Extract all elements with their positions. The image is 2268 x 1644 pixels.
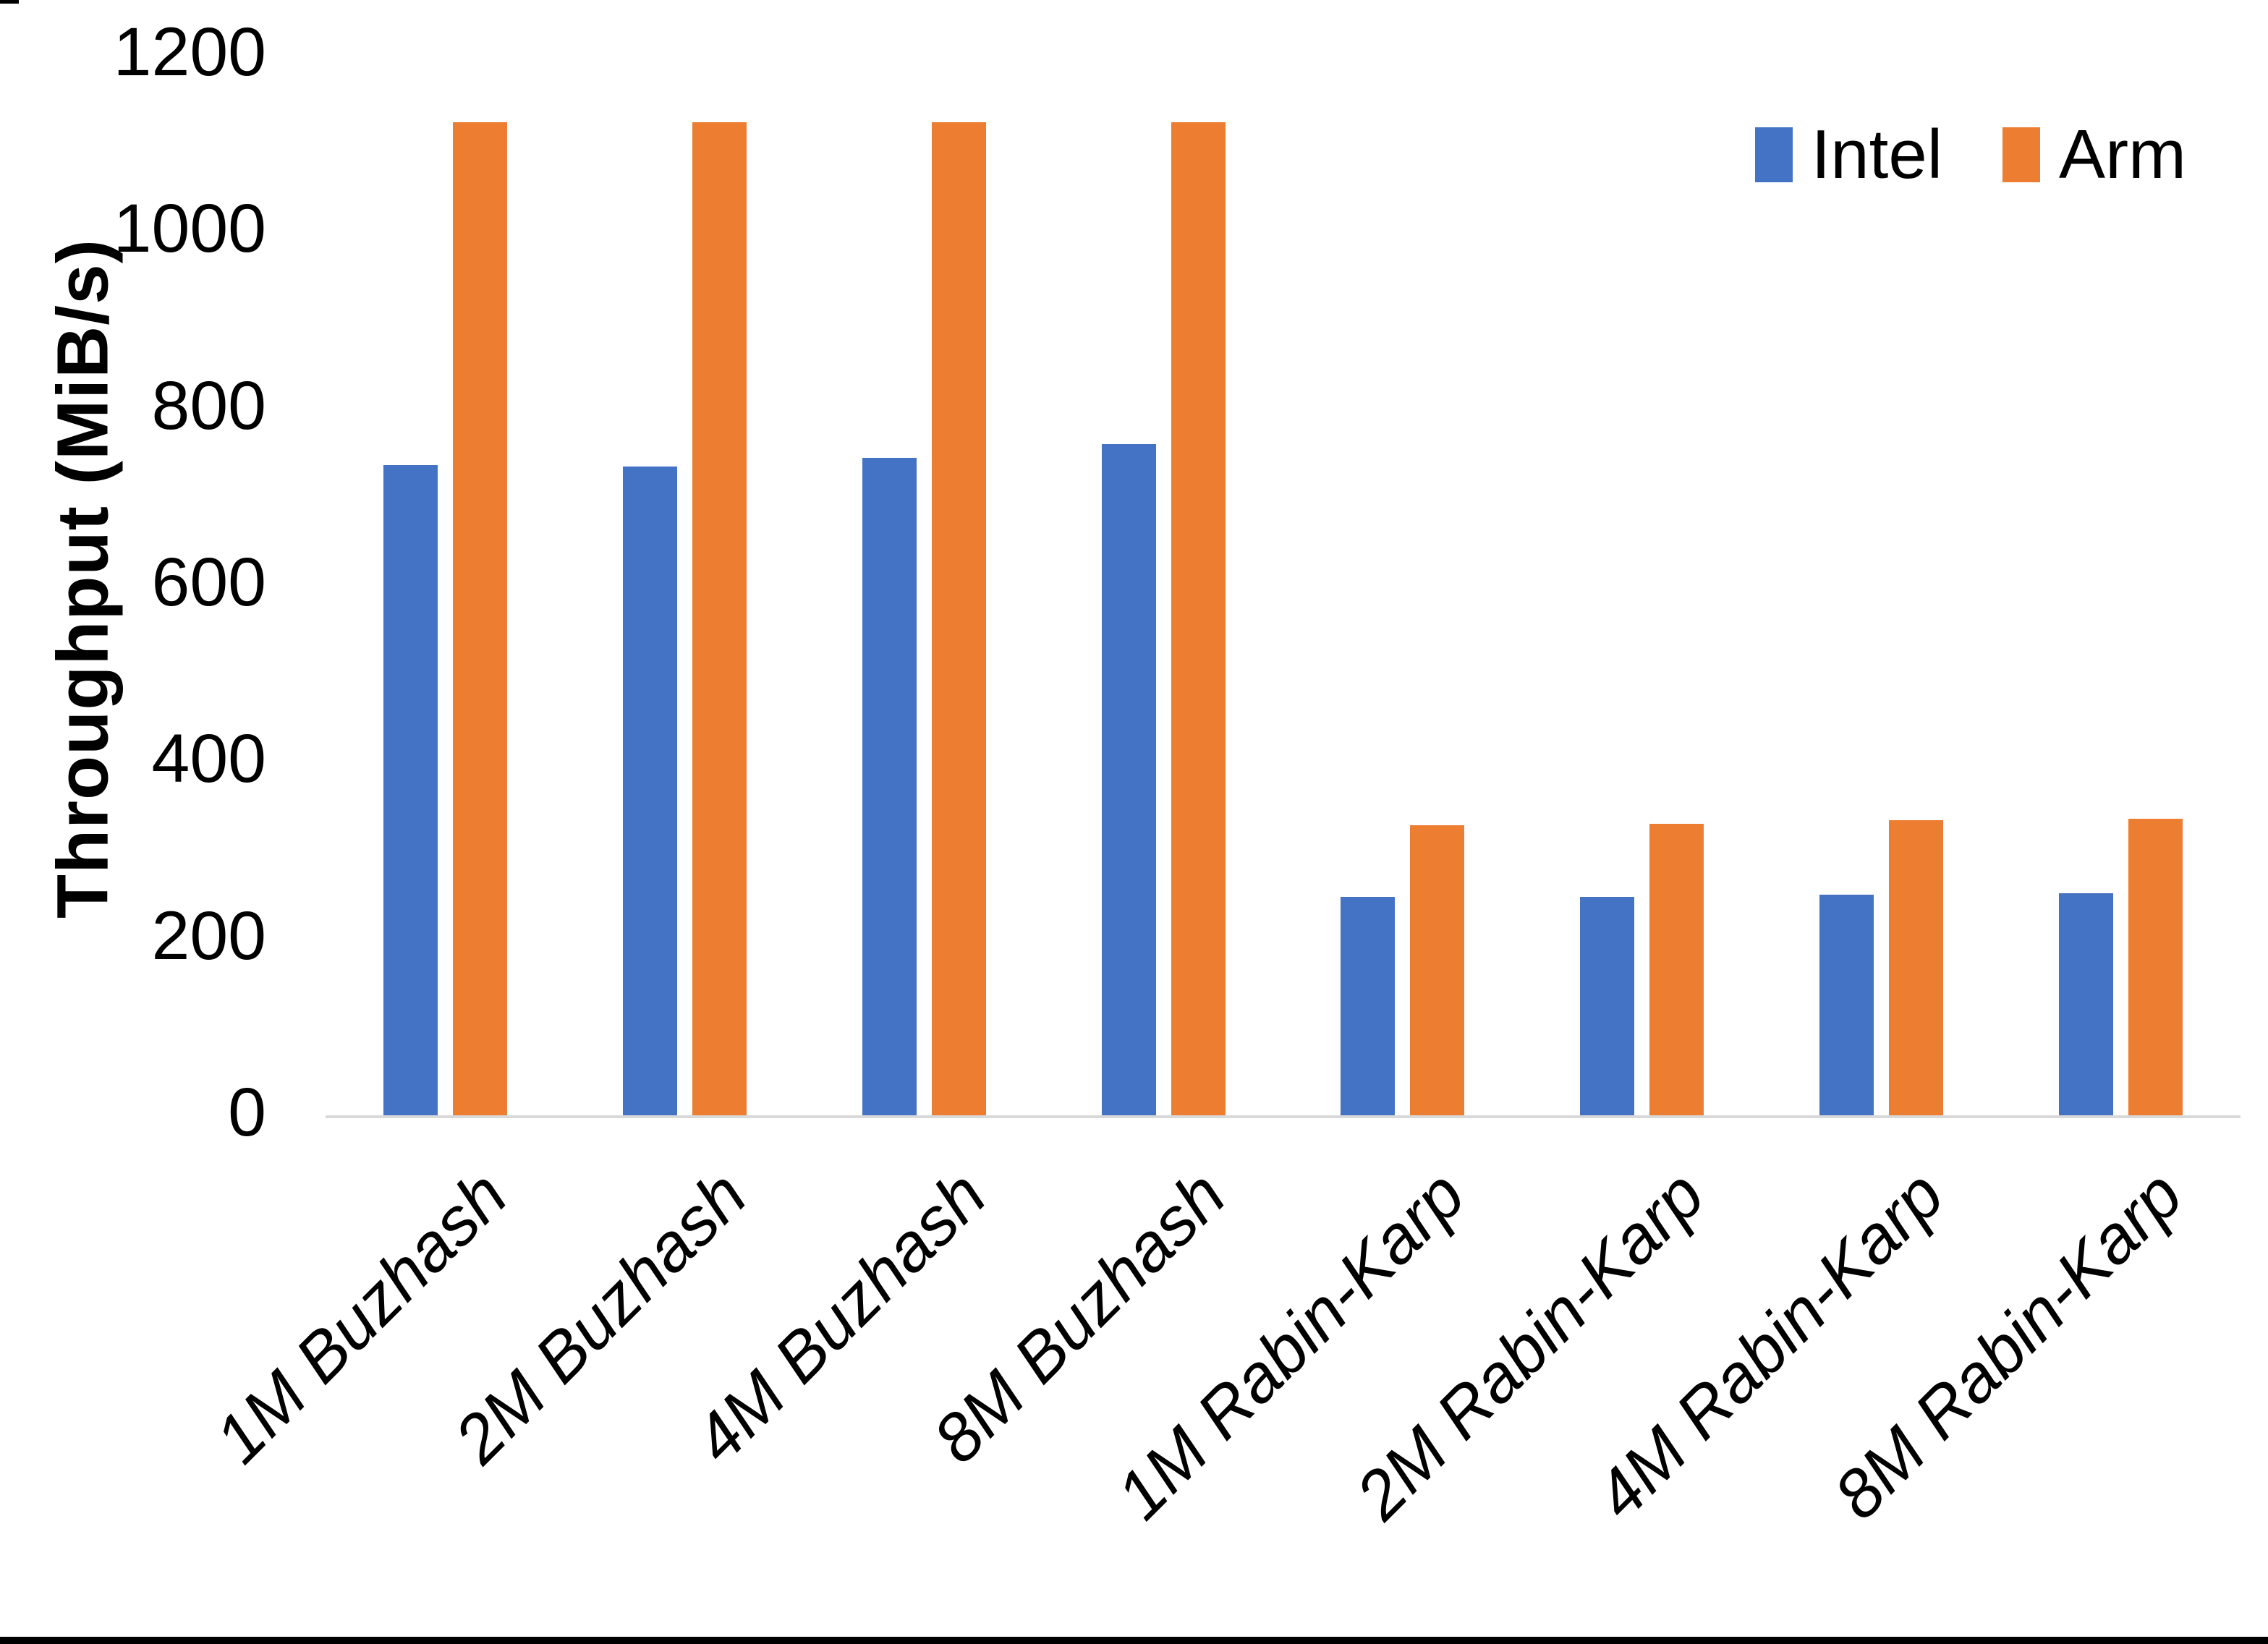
legend-item-intel: Intel [1754, 116, 1943, 193]
bar-intel-1m-rabin-karp [1341, 897, 1396, 1115]
y-tick-label-200: 200 [151, 897, 266, 974]
y-tick-label-1200: 1200 [113, 14, 266, 91]
legend-swatch-arm [2002, 127, 2041, 182]
y-tick-label-1000: 1000 [113, 190, 266, 268]
y-tick-label-800: 800 [151, 367, 266, 444]
y-tick-label-600: 600 [151, 544, 266, 621]
bar-arm-1m-rabin-karp [1410, 825, 1465, 1115]
bar-intel-2m-buzhash [622, 467, 677, 1115]
legend-item-arm: Arm [2002, 120, 2186, 189]
legend-swatch-intel [1754, 127, 1793, 182]
bar-arm-2m-buzhash [692, 122, 747, 1115]
bottom-border-bar [0, 1637, 2268, 1644]
bar-intel-4m-buzhash [862, 458, 917, 1115]
bar-arm-2m-rabin-karp [1649, 823, 1704, 1115]
legend-label-arm: Arm [2059, 116, 2186, 193]
bar-arm-4m-rabin-karp [1889, 819, 1944, 1115]
bar-arm-4m-buzhash [931, 122, 986, 1115]
bar-intel-1m-buzhash [383, 464, 438, 1115]
y-tick-label-0: 0 [228, 1074, 266, 1151]
bar-intel-8m-buzhash [1101, 443, 1156, 1115]
bar-intel-4m-rabin-karp [1819, 894, 1874, 1115]
legend-label-intel: Intel [1811, 116, 1943, 193]
bar-arm-8m-rabin-karp [2128, 818, 2183, 1115]
bar-arm-1m-buzhash [452, 122, 507, 1115]
x-axis-line [326, 1115, 2241, 1118]
bar-intel-2m-rabin-karp [1580, 897, 1635, 1115]
top-left-border-mark [0, 0, 19, 4]
legend: Intel Arm [1754, 116, 2186, 193]
bar-arm-8m-buzhash [1171, 122, 1226, 1115]
bar-intel-8m-rabin-karp [2059, 893, 2114, 1115]
y-tick-label-400: 400 [151, 720, 266, 798]
